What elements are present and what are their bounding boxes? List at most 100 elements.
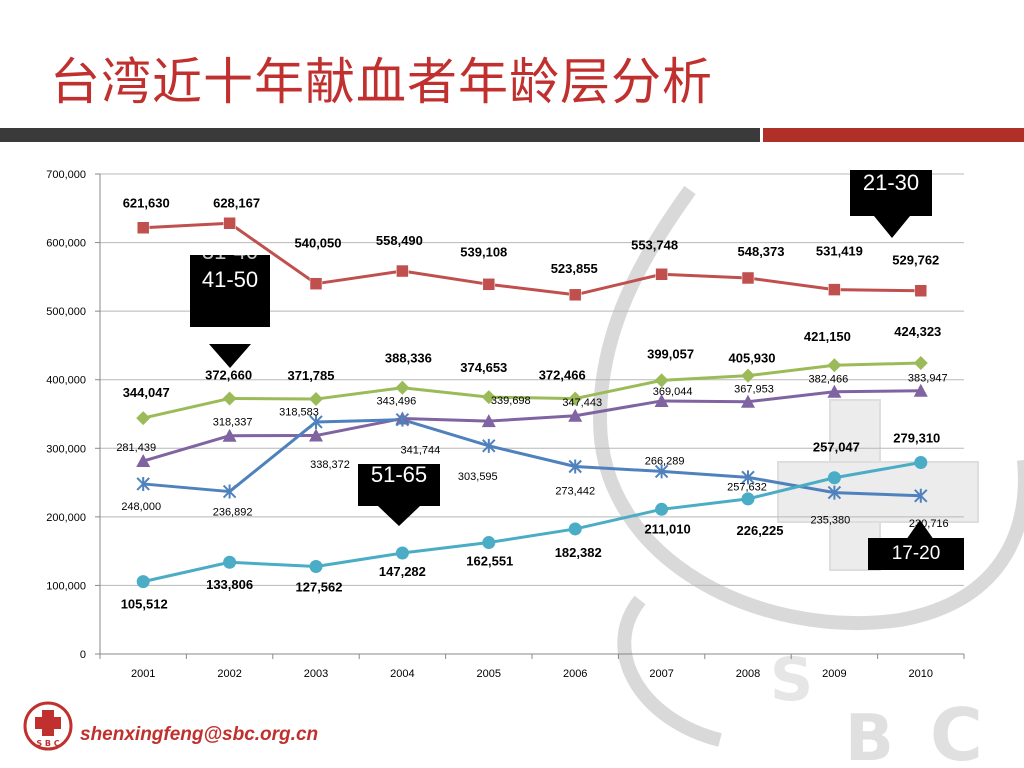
y-tick-label: 0 (80, 649, 86, 661)
data-label-21-30: 548,373 (738, 244, 785, 259)
data-point-31-40 (568, 391, 583, 406)
series-line-21-30 (143, 221, 921, 297)
contact-email[interactable]: shenxingfeng@sbc.org.cn (80, 724, 319, 745)
data-label-51-65: 248,000 (121, 501, 161, 513)
data-label-17-20: 279,310 (893, 430, 940, 445)
data-point-51-65 (827, 485, 842, 500)
series-line-31-40 (142, 361, 921, 420)
y-tick-label: 300,000 (46, 443, 86, 455)
x-tick-label: 2004 (390, 668, 414, 680)
data-point-31-40 (741, 368, 755, 383)
data-label-17-20: 211,010 (644, 521, 690, 536)
callout-31-40: 31-40 41-50 (190, 255, 270, 327)
y-tick-label: 500,000 (46, 306, 86, 318)
data-label-31-40: 405,930 (729, 351, 776, 366)
data-point-17-20 (223, 555, 237, 569)
y-tick-label: 600,000 (46, 238, 86, 250)
data-label-17-20: 162,551 (466, 554, 513, 569)
data-label-51-65: 273,442 (555, 485, 595, 497)
data-point-21-30 (914, 284, 928, 297)
data-label-21-30: 540,050 (295, 236, 342, 251)
data-label-41-50: 347,443 (562, 397, 602, 409)
data-label-51-65: 235,380 (811, 515, 851, 527)
chart-lines (142, 221, 922, 584)
y-tick-label: 100,000 (46, 580, 86, 592)
x-tick-label: 2003 (304, 668, 328, 680)
data-label-51-65: 266,289 (645, 455, 685, 467)
data-point-41-50 (568, 408, 583, 422)
data-point-51-65 (482, 438, 496, 453)
data-label-17-20: 127,562 (296, 580, 343, 595)
data-point-21-30 (828, 283, 841, 296)
callout-21-30: 21-30 (850, 170, 932, 216)
data-point-17-20 (827, 471, 841, 485)
data-label-31-40: 388,336 (385, 351, 432, 366)
data-label-21-30: 553,748 (631, 237, 678, 252)
data-label-41-50: 339,698 (491, 395, 531, 407)
callout-21-30-label: 21-30 (862, 170, 920, 195)
data-label-41-50: 281,439 (116, 442, 156, 454)
data-label-21-30: 539,108 (460, 244, 507, 259)
data-label-21-30: 628,167 (213, 195, 260, 210)
data-label-17-20: 257,047 (813, 440, 860, 455)
data-label-17-20: 133,806 (206, 577, 253, 592)
data-point-31-40 (481, 390, 496, 405)
data-label-41-50: 318,337 (213, 417, 253, 429)
data-point-41-50 (309, 428, 323, 442)
data-label-41-50: 367,953 (734, 384, 774, 396)
data-point-31-40 (136, 411, 151, 426)
y-tick-label: 400,000 (46, 375, 86, 387)
chart-axes: 0 100,000 200,000 300,000 400,000 500,000 600,… (46, 169, 965, 680)
callout-21-30-arrow (874, 216, 910, 238)
watermark-letters: B (845, 702, 894, 768)
data-label-31-40: 372,466 (539, 368, 586, 383)
callout-17-20-label: 17-20 (891, 543, 941, 564)
data-point-21-30 (482, 278, 496, 291)
x-tick-label: 2007 (649, 668, 673, 680)
data-label-17-20: 105,512 (121, 597, 168, 612)
data-point-17-20 (309, 560, 323, 574)
data-point-41-50 (827, 384, 842, 398)
data-label-41-50: 343,496 (377, 395, 417, 407)
data-point-41-50 (741, 394, 755, 408)
data-point-17-20 (482, 536, 496, 550)
data-point-51-65 (654, 464, 669, 479)
data-point-51-65 (914, 488, 928, 503)
data-point-21-30 (568, 288, 582, 302)
data-label-17-20: 226,225 (737, 523, 784, 538)
sbc-logo: S B C (23, 701, 73, 751)
title-divider-red (763, 128, 1024, 142)
data-point-51-65 (222, 484, 237, 499)
data-point-17-20 (136, 575, 150, 589)
data-point-31-40 (395, 380, 410, 395)
data-point-17-20 (741, 492, 755, 506)
data-label-41-50: 318,583 (279, 407, 319, 419)
data-label-31-40: 372,660 (205, 367, 252, 382)
callout-17-20: 17-20 (868, 538, 964, 570)
data-point-51-65 (741, 470, 755, 485)
data-label-21-30: 529,762 (892, 253, 939, 268)
data-point-17-20 (395, 546, 409, 560)
data-label-21-30: 523,855 (551, 261, 598, 276)
data-label-21-30: 621,630 (123, 196, 170, 211)
data-point-21-30 (741, 271, 755, 285)
y-tick-label: 200,000 (46, 512, 86, 524)
data-point-51-65 (395, 412, 410, 427)
series-line-17-20 (142, 460, 922, 584)
data-label-51-65: 236,892 (213, 507, 253, 519)
y-tick-label: 700,000 (46, 169, 86, 181)
callout-31-40-arrow (209, 344, 251, 368)
data-point-31-40 (309, 392, 323, 407)
data-point-31-40 (222, 391, 237, 406)
data-point-51-65 (136, 476, 150, 491)
callout-41-50-label: 41-50 (201, 267, 259, 292)
x-tick-label: 2006 (563, 668, 587, 680)
svg-text:C: C (930, 693, 983, 768)
data-point-41-50 (654, 393, 669, 407)
data-point-41-50 (913, 383, 928, 397)
data-label-31-40: 421,150 (804, 329, 851, 344)
data-label-21-30: 531,419 (816, 244, 863, 259)
data-point-17-20 (914, 455, 928, 469)
data-label-41-50: 383,947 (908, 373, 948, 385)
data-point-51-65 (309, 414, 323, 429)
